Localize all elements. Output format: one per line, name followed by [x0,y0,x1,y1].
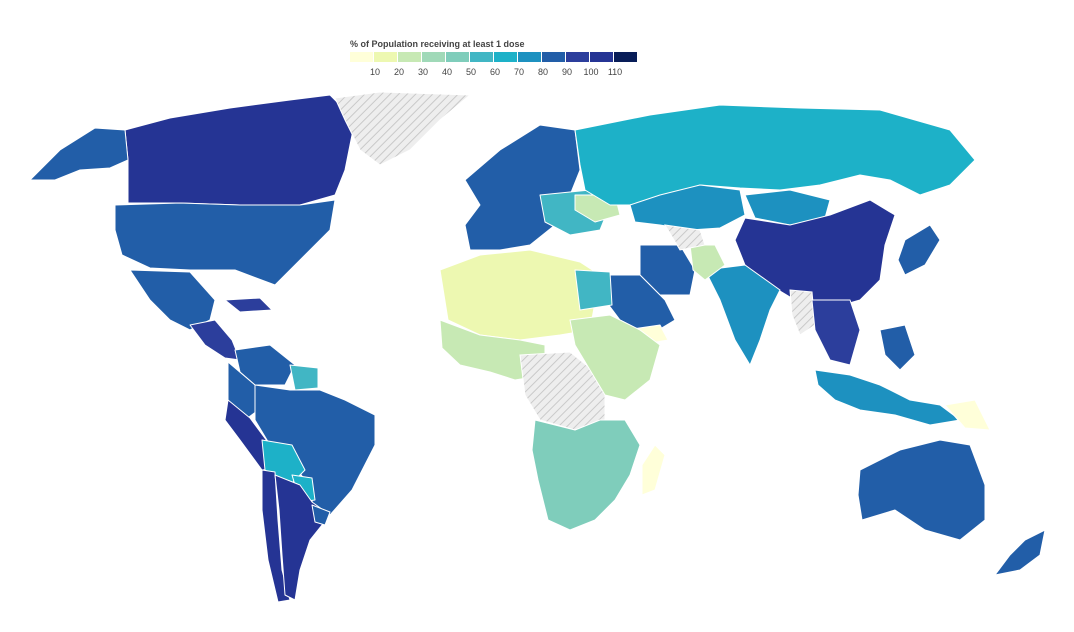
legend-swatch [494,52,518,62]
region-southeast-asia[interactable] [811,299,861,366]
legend-color-scale [350,52,638,62]
region-united-states[interactable] [114,199,336,286]
region-russia[interactable] [574,104,976,206]
region-india[interactable] [704,264,781,366]
region-caribbean[interactable] [224,297,273,313]
region-myanmar[interactable] [789,289,816,336]
region-east-africa[interactable] [569,314,661,401]
region-australia[interactable] [857,439,986,541]
region-philippines[interactable] [879,324,916,371]
legend-tick: 20 [393,67,405,77]
legend-tick: 50 [465,67,477,77]
legend-tick: 40 [441,67,453,77]
region-kazakhstan[interactable] [629,184,746,231]
legend-swatch [566,52,590,62]
legend-swatch [470,52,494,62]
region-mexico[interactable] [129,269,216,331]
region-japan[interactable] [897,224,941,276]
region-papua-new-guinea[interactable] [944,399,991,431]
legend-tick: 80 [537,67,549,77]
legend-swatch [350,52,374,62]
region-egypt[interactable] [574,269,613,311]
legend-swatch [614,52,638,62]
legend-tick: 110 [607,67,623,77]
map-legend: % of Population receiving at least 1 dos… [350,36,650,84]
region-turkmenistan[interactable] [664,224,706,251]
legend-swatch [590,52,614,62]
legend-tick: 30 [417,67,429,77]
legend-swatch [422,52,446,62]
legend-tick: 70 [513,67,525,77]
legend-tick: 90 [561,67,573,77]
legend-swatch [374,52,398,62]
region-canada[interactable] [124,94,356,206]
region-greenland[interactable] [334,91,472,166]
region-new-zealand[interactable] [994,529,1046,576]
region-alaska[interactable] [29,127,129,181]
legend-title: % of Population receiving at least 1 dos… [350,39,525,49]
legend-swatch [542,52,566,62]
region-guianas[interactable] [289,364,319,391]
region-afghanistan[interactable] [689,244,726,281]
region-uruguay[interactable] [311,504,331,526]
legend-tick: 100 [583,67,599,77]
legend-swatch [398,52,422,62]
region-southern-africa[interactable] [531,419,641,531]
region-indonesia[interactable] [814,369,961,426]
legend-swatch [446,52,470,62]
legend-tick-labels: 10 20 30 40 50 60 70 80 90 100 110 [350,67,650,79]
region-madagascar[interactable] [641,444,666,496]
legend-swatch [518,52,542,62]
legend-tick: 60 [489,67,501,77]
region-central-america[interactable] [189,319,241,361]
legend-tick: 10 [369,67,381,77]
